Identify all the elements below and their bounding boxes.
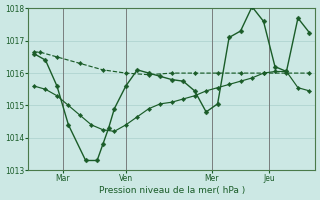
X-axis label: Pression niveau de la mer( hPa ): Pression niveau de la mer( hPa ) [99,186,245,195]
